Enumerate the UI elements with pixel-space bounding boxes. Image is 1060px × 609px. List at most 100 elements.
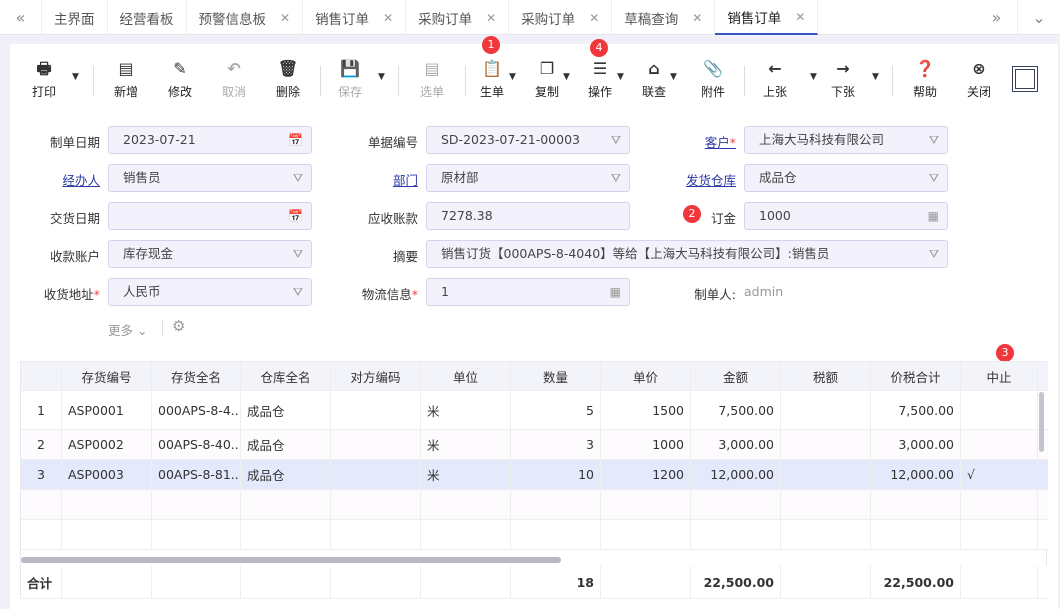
attach-label: 附件 <box>700 85 725 99</box>
divider <box>320 66 321 96</box>
tab-close-icon[interactable]: ✕ <box>692 10 703 25</box>
grid-cell <box>601 490 691 519</box>
tab-close-icon[interactable]: ✕ <box>280 10 291 25</box>
tab-4[interactable]: 采购订单 ✕ <box>406 0 510 35</box>
receivable-label: 应收账款 <box>367 211 418 226</box>
prev-record-button[interactable]: ← 上张 <box>755 59 795 100</box>
tab-close-icon[interactable]: ✕ <box>486 10 497 25</box>
filter-icon[interactable]: ⛛ <box>928 171 939 185</box>
grid-cell <box>511 520 601 549</box>
grid-cell: 12,000.00 <box>691 460 781 489</box>
tab-close-icon[interactable]: ✕ <box>795 9 806 24</box>
print-dropdown-caret[interactable]: ▼ <box>72 72 79 82</box>
tabs-menu-chevron-icon[interactable]: ⌄ <box>1032 8 1046 27</box>
operate-dropdown-caret[interactable]: ▼ <box>617 72 624 82</box>
generate-dropdown-caret[interactable]: ▼ <box>509 72 516 82</box>
filter-icon[interactable]: ⛛ <box>292 171 303 185</box>
calendar-icon[interactable]: 📅 <box>288 209 303 223</box>
table-row[interactable]: 2 ASP0002 00APS-8-40... 成品仓米 3 1000 3,000.00 3,… <box>21 430 1048 460</box>
grid-cell <box>241 566 331 598</box>
no-field[interactable]: SD-2023-07-21-00003 ⛛ <box>426 126 630 154</box>
dept-field[interactable]: 原材部 ⛛ <box>426 164 630 192</box>
grid-cell <box>961 520 1038 549</box>
vertical-scrollbar[interactable] <box>1039 392 1044 452</box>
tab-7[interactable]: 销售订单 ✕ <box>715 0 819 35</box>
link-dropdown-caret[interactable]: ▼ <box>670 72 677 82</box>
save-button[interactable]: 💾 保存 <box>330 59 370 100</box>
tab-close-icon[interactable]: ✕ <box>383 10 394 25</box>
delivery-label: 交货日期 <box>49 211 100 226</box>
generate-button[interactable]: 📋 生单 <box>472 59 512 100</box>
grid-cell: ASP0002 <box>62 430 152 459</box>
handler-label[interactable]: 经办人 <box>62 173 100 188</box>
warehouse-field[interactable]: 成品仓 ⛛ <box>744 164 948 192</box>
deposit-field[interactable]: 1000 ▦ <box>744 202 948 230</box>
tab-0[interactable]: 主界面 <box>42 0 108 35</box>
grid-cell <box>62 566 152 598</box>
account-field[interactable]: 库存现金 ⛛ <box>108 240 312 268</box>
horizontal-scrollbar[interactable] <box>21 557 561 563</box>
more-toggle[interactable]: 更多 ⌄ <box>108 323 148 338</box>
tab-5[interactable]: 采购订单 ✕ <box>509 0 613 35</box>
tab-2[interactable]: 预警信息板 ✕ <box>187 0 304 35</box>
help-button[interactable]: ❓ 帮助 <box>905 59 945 100</box>
calculator-icon[interactable]: ▦ <box>609 285 621 299</box>
next-record-button[interactable]: → 下张 <box>823 59 863 100</box>
logistics-field[interactable]: 1 ▦ <box>426 278 630 306</box>
date-field[interactable]: 2023-07-21 📅 <box>108 126 312 154</box>
copy-icon: ❐ <box>539 59 555 78</box>
form-settings-gear-icon[interactable]: ⚙ <box>172 317 186 335</box>
tab-close-icon[interactable]: ✕ <box>589 10 600 25</box>
tab-6[interactable]: 草稿查询 ✕ <box>612 0 716 35</box>
receivable-field[interactable]: 7278.38 <box>426 202 630 230</box>
new-button[interactable]: ▤ 新增 <box>106 59 146 100</box>
filter-icon[interactable]: ⛛ <box>610 133 621 147</box>
filter-icon[interactable]: ⛛ <box>928 133 939 147</box>
grid-cell: 成品仓 <box>241 391 331 429</box>
tabs-scroll-left[interactable]: « <box>0 0 42 35</box>
badge-2: 2 <box>683 205 701 223</box>
attach-button[interactable]: 📎 附件 <box>693 59 733 100</box>
address-field[interactable]: 人民币 ⛛ <box>108 278 312 306</box>
customer-field[interactable]: 上海大马科技有限公司 ⛛ <box>744 126 948 154</box>
print-button[interactable]: 🖶 打印 <box>24 59 64 100</box>
delivery-field[interactable]: 📅 <box>108 202 312 230</box>
tab-3[interactable]: 销售订单 ✕ <box>303 0 407 35</box>
filter-icon[interactable]: ⛛ <box>292 285 303 299</box>
pick-button[interactable]: ▤ 选单 <box>412 59 452 100</box>
grid-cell: 00APS-8-40... <box>152 430 241 459</box>
prev-dropdown-caret[interactable]: ▼ <box>810 72 817 82</box>
warehouse-label[interactable]: 发货仓库 <box>685 173 736 188</box>
summary-field[interactable]: 销售订货【000APS-8-4040】等给【上海大马科技有限公司】:销售员 ⛛ <box>426 240 948 268</box>
filter-icon[interactable]: ⛛ <box>292 247 303 261</box>
calendar-icon[interactable]: 📅 <box>288 133 303 147</box>
save-dropdown-caret[interactable]: ▼ <box>378 72 385 82</box>
copy-dropdown-caret[interactable]: ▼ <box>563 72 570 82</box>
delete-button[interactable]: 🗑 删除 <box>268 59 308 100</box>
customer-label[interactable]: 客户* <box>704 135 736 150</box>
new-doc-icon: ▤ <box>118 59 134 78</box>
edit-button[interactable]: ✎ 修改 <box>160 59 200 100</box>
handler-field[interactable]: 销售员 ⛛ <box>108 164 312 192</box>
grid-cell <box>781 490 871 519</box>
filter-icon[interactable]: ⛛ <box>928 247 939 261</box>
calculator-icon[interactable]: ▦ <box>927 209 939 223</box>
operate-label: 操作 <box>587 85 612 99</box>
table-row[interactable]: 1 ASP0001 000APS-8-4... 成品仓米 5 1500 7,500.00 7,… <box>21 391 1048 430</box>
grid-cell <box>152 490 241 519</box>
warehouse-value: 成品仓 <box>759 170 797 185</box>
grid-cell: √ <box>961 460 1038 489</box>
copy-button[interactable]: ❐ 复制 <box>527 59 567 100</box>
qrcode-icon[interactable] <box>1012 66 1038 92</box>
close-button[interactable]: ⊗ 关闭 <box>959 59 999 100</box>
no-label: 单据编号 <box>367 135 418 150</box>
dept-label[interactable]: 部门 <box>392 173 418 188</box>
table-row[interactable]: 3 ASP0003 00APS-8-81... 成品仓米 10 1200 12,000.00… <box>21 460 1048 490</box>
tab-1[interactable]: 经营看板 <box>108 0 187 35</box>
operate-button[interactable]: ☰ 操作 <box>580 59 620 100</box>
next-dropdown-caret[interactable]: ▼ <box>872 72 879 82</box>
tabs-scroll-right[interactable]: » <box>976 0 1018 35</box>
link-query-button[interactable]: ⌂ 联查 <box>634 59 674 100</box>
filter-icon[interactable]: ⛛ <box>610 171 621 185</box>
cancel-button[interactable]: ↶ 取消 <box>214 59 254 100</box>
